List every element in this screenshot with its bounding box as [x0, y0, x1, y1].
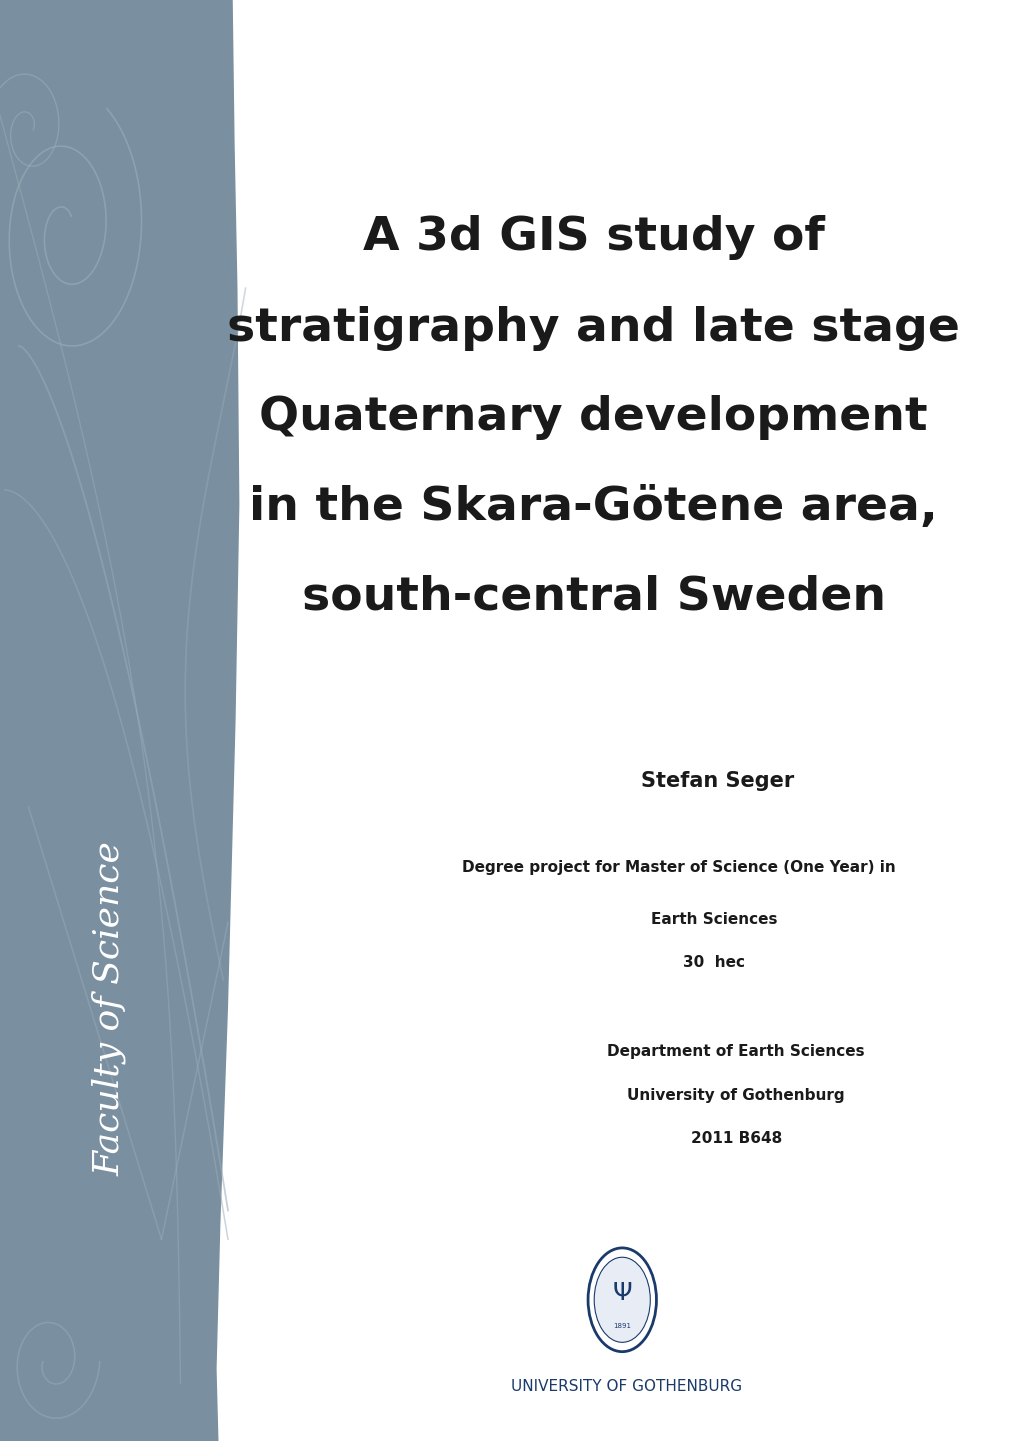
Text: Degree project for Master of Science (One Year) in: Degree project for Master of Science (On…: [462, 860, 896, 875]
Polygon shape: [0, 0, 239, 1441]
Text: University of Gothenburg: University of Gothenburg: [627, 1088, 844, 1102]
Text: 30  hec: 30 hec: [683, 955, 745, 970]
Text: Department of Earth Sciences: Department of Earth Sciences: [607, 1045, 864, 1059]
Text: in the Skara-Götene area,: in the Skara-Götene area,: [249, 484, 937, 530]
Text: Ψ: Ψ: [611, 1281, 632, 1304]
Text: Earth Sciences: Earth Sciences: [650, 912, 776, 927]
Text: Quaternary development: Quaternary development: [259, 395, 927, 441]
Text: A 3d GIS study of: A 3d GIS study of: [363, 215, 824, 261]
Text: Stefan Seger: Stefan Seger: [640, 771, 793, 791]
Text: UNIVERSITY OF GOTHENBURG: UNIVERSITY OF GOTHENBURG: [511, 1379, 742, 1393]
Text: south-central Sweden: south-central Sweden: [302, 574, 884, 620]
Text: 2011 B648: 2011 B648: [690, 1131, 782, 1146]
Text: Faculty of Science: Faculty of Science: [92, 842, 126, 1176]
Circle shape: [594, 1257, 650, 1343]
Text: 1891: 1891: [612, 1323, 631, 1329]
Text: stratigraphy and late stage: stratigraphy and late stage: [227, 305, 959, 352]
